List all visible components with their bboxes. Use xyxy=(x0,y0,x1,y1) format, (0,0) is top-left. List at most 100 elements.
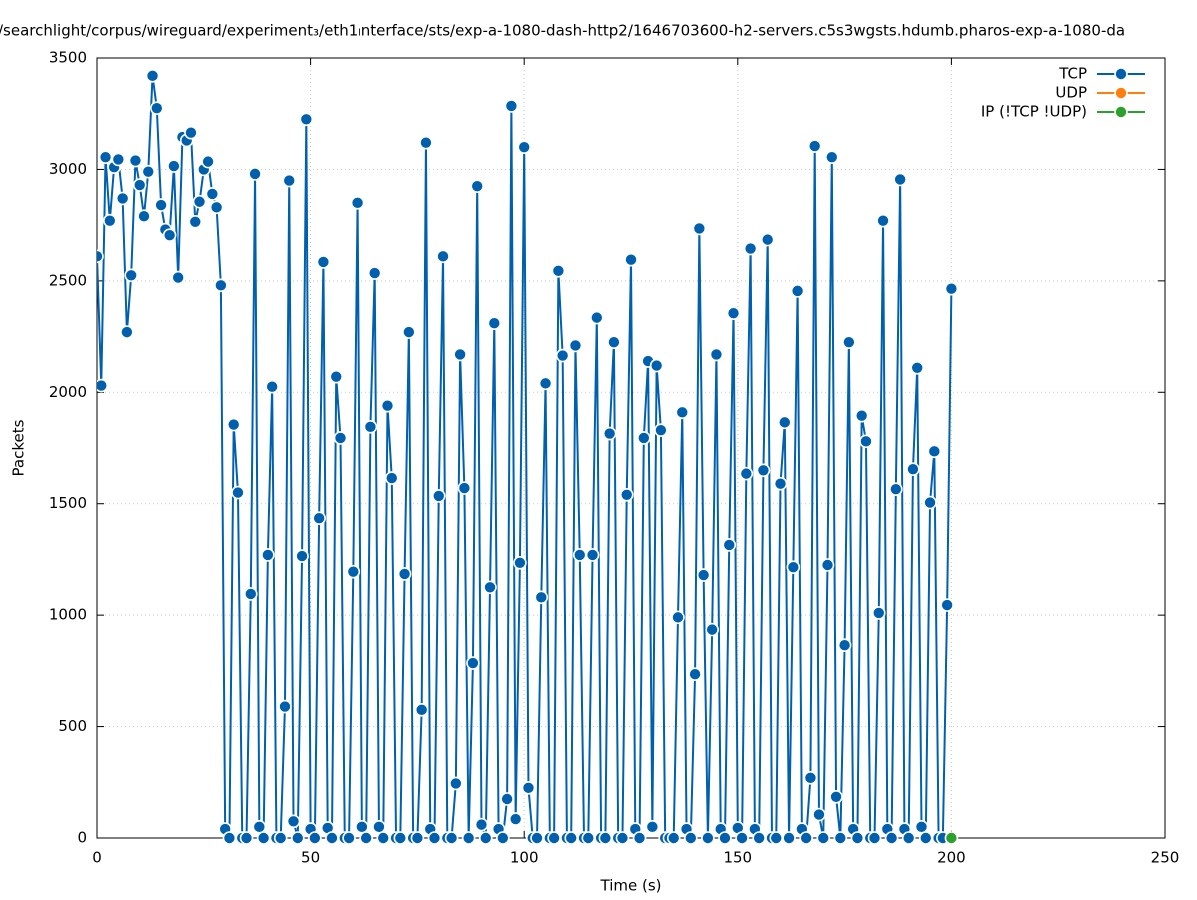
point xyxy=(410,831,425,845)
point xyxy=(483,580,497,595)
point xyxy=(453,347,467,362)
point xyxy=(530,831,544,845)
point xyxy=(111,152,126,167)
point xyxy=(333,431,348,445)
point xyxy=(799,831,813,845)
point xyxy=(290,831,305,845)
y-tick-label: 0 xyxy=(77,829,87,847)
point xyxy=(282,173,297,188)
legend-marker xyxy=(1114,67,1128,81)
point xyxy=(97,249,104,264)
point xyxy=(517,140,532,154)
point xyxy=(824,150,839,164)
point xyxy=(137,209,151,224)
point xyxy=(940,598,954,612)
point xyxy=(265,379,279,394)
point xyxy=(893,172,907,187)
point xyxy=(201,154,215,169)
point xyxy=(918,831,933,845)
point xyxy=(756,463,771,478)
point xyxy=(145,69,160,83)
y-tick-label: 2500 xyxy=(49,271,87,289)
point xyxy=(790,284,805,298)
point xyxy=(329,369,344,384)
point xyxy=(671,610,685,625)
point xyxy=(500,792,514,806)
point xyxy=(474,817,489,832)
point xyxy=(359,831,373,845)
point xyxy=(346,564,361,579)
point xyxy=(666,831,681,845)
point xyxy=(97,378,109,393)
point xyxy=(209,200,224,215)
point xyxy=(598,831,613,845)
point xyxy=(414,703,429,717)
point xyxy=(615,831,630,845)
point xyxy=(363,420,378,434)
point xyxy=(547,831,561,845)
point xyxy=(675,405,690,420)
point xyxy=(431,489,446,503)
point xyxy=(718,831,732,845)
y-tick-label: 3500 xyxy=(49,49,87,67)
point xyxy=(859,434,873,449)
point xyxy=(367,266,382,280)
point xyxy=(773,476,788,491)
x-tick-label: 200 xyxy=(937,849,966,867)
point xyxy=(286,814,301,829)
point xyxy=(590,310,604,325)
point xyxy=(619,487,634,502)
legend-label: UDP xyxy=(1055,84,1087,102)
point xyxy=(889,482,903,497)
point xyxy=(478,831,493,845)
point xyxy=(316,255,331,269)
point xyxy=(231,485,245,500)
point xyxy=(312,511,326,526)
point xyxy=(568,338,583,353)
point xyxy=(572,548,587,562)
point xyxy=(419,135,433,150)
point xyxy=(461,831,476,845)
x-tick-label: 100 xyxy=(510,849,539,867)
point xyxy=(124,268,138,283)
point xyxy=(906,462,920,476)
point xyxy=(602,426,617,441)
point xyxy=(171,270,185,285)
point xyxy=(923,495,937,510)
point xyxy=(842,335,856,349)
point xyxy=(807,139,822,153)
point xyxy=(637,431,651,445)
point xyxy=(820,558,835,572)
point xyxy=(739,466,754,481)
legend-label: TCP xyxy=(1058,65,1087,83)
point xyxy=(867,831,882,845)
point xyxy=(632,831,647,845)
point xyxy=(162,228,177,242)
y-axis-label: Packets xyxy=(10,419,28,476)
point xyxy=(457,481,472,495)
y-tick-label: 2000 xyxy=(49,383,87,401)
x-tick-label: 0 xyxy=(92,849,102,867)
y-tick-label: 1000 xyxy=(49,606,87,624)
point xyxy=(226,417,241,432)
point xyxy=(624,252,638,267)
point xyxy=(222,831,237,845)
point xyxy=(551,264,566,278)
point xyxy=(769,831,784,845)
legend-marker xyxy=(1114,105,1128,119)
point xyxy=(816,831,831,845)
x-tick-label: 50 xyxy=(301,849,320,867)
point xyxy=(649,358,664,373)
point xyxy=(325,831,339,845)
point xyxy=(884,831,899,845)
point xyxy=(654,423,668,437)
point xyxy=(239,831,254,845)
x-tick-label: 250 xyxy=(1151,849,1180,867)
point xyxy=(722,538,737,552)
point xyxy=(427,831,442,845)
point xyxy=(837,638,852,653)
y-tick-label: 3000 xyxy=(49,160,87,178)
point xyxy=(150,101,164,115)
point xyxy=(299,112,314,127)
